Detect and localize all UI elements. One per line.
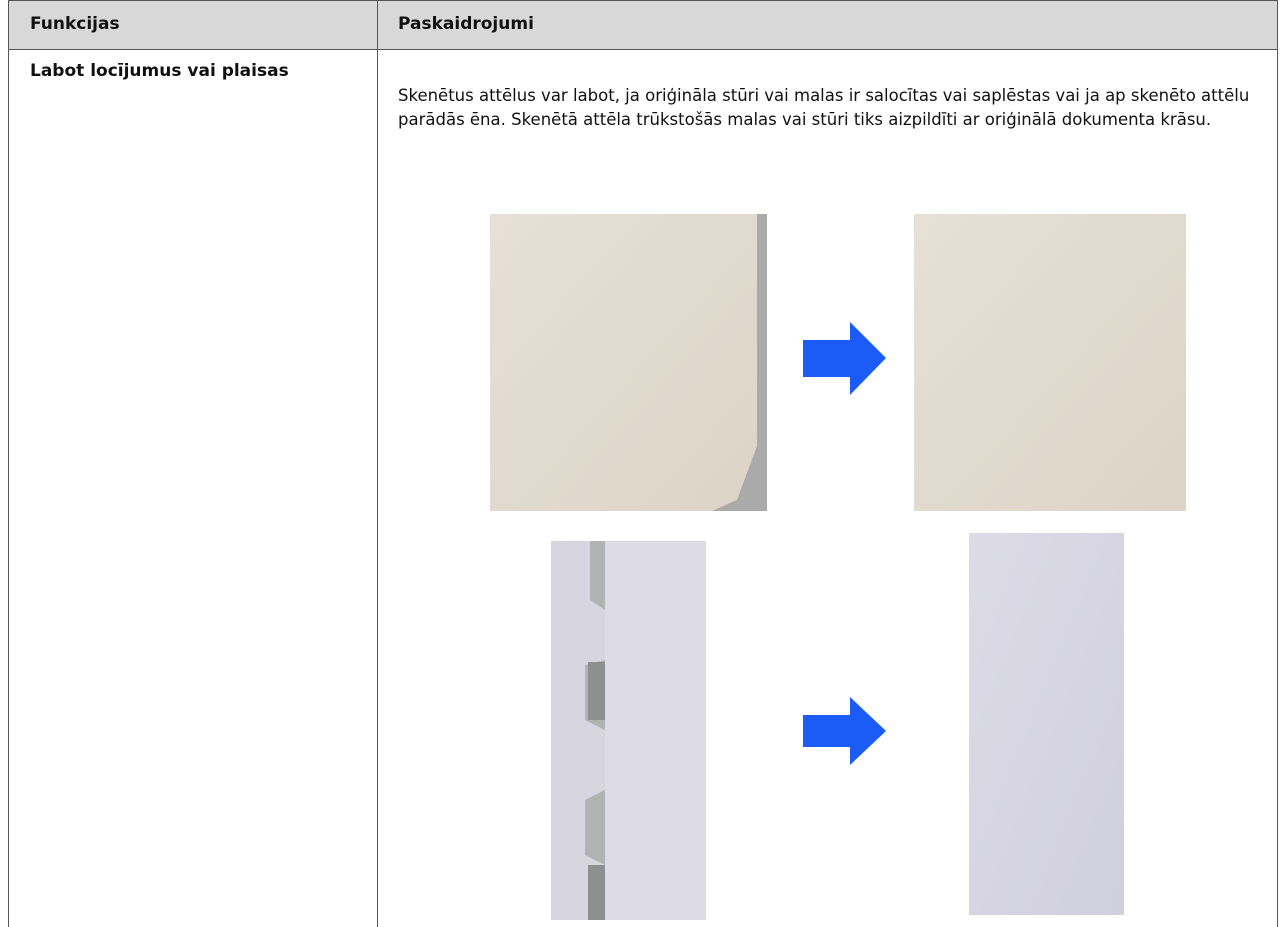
- after-image-1: [914, 214, 1186, 511]
- before-image-2: [551, 541, 706, 920]
- arrow: [803, 697, 886, 765]
- border: [377, 0, 378, 927]
- after-image-2: [969, 533, 1124, 915]
- arrow: [803, 322, 886, 395]
- border: [1277, 0, 1278, 927]
- header-row: [8, 0, 1278, 50]
- row-description: Skenētus attēlus var labot, ja oriģināla…: [398, 86, 1250, 129]
- column-header: Paskaidrojumi: [398, 14, 534, 34]
- column-header: Funkcijas: [30, 14, 120, 34]
- before-image-1: [490, 214, 767, 511]
- row-label: Labot locījumus vai plaisas: [30, 61, 289, 81]
- border: [8, 0, 9, 927]
